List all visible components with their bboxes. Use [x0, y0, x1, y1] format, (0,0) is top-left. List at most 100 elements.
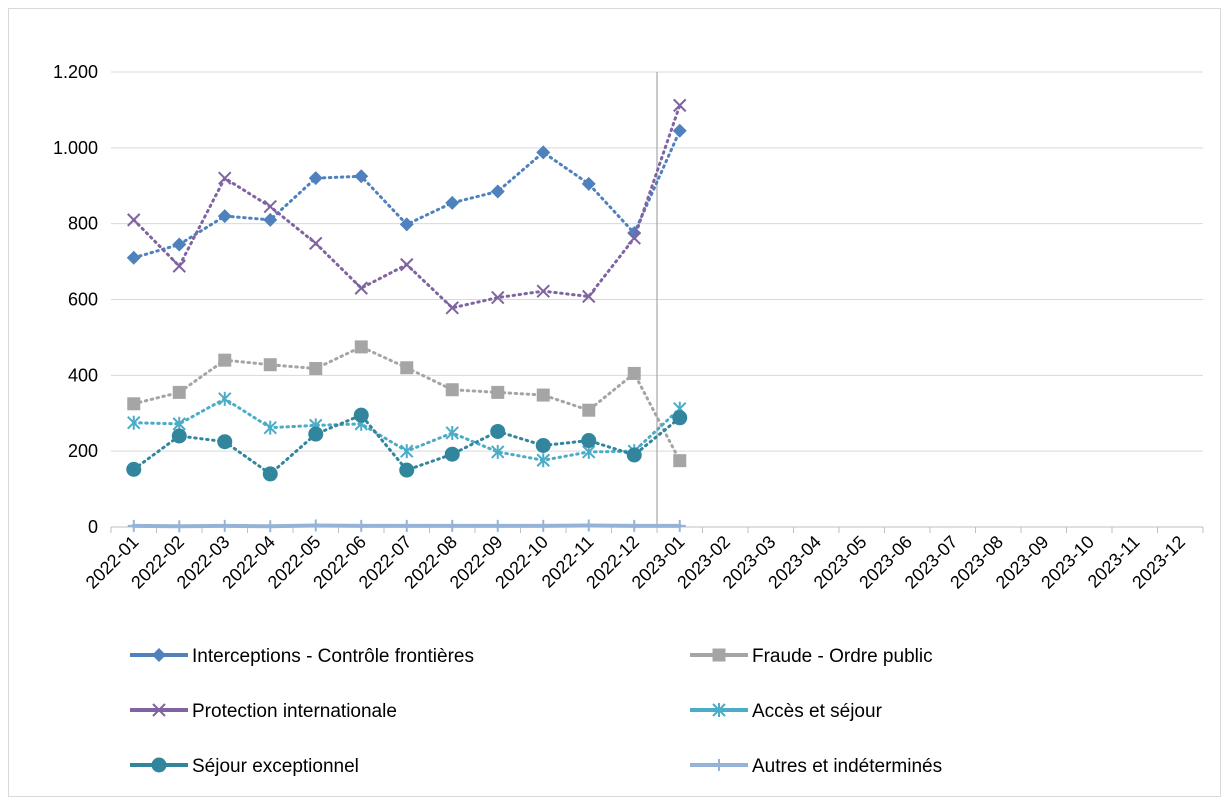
legend-swatch-marker [151, 757, 167, 773]
legend-swatch-marker [152, 703, 166, 717]
data-point [491, 444, 505, 459]
data-point [536, 388, 550, 402]
y-tick-label: 1.200 [53, 62, 98, 82]
data-point [400, 257, 414, 272]
y-tick-label: 600 [68, 290, 98, 310]
data-point [217, 209, 232, 224]
y-tick-label: 800 [68, 214, 98, 234]
legend-item: Fraude - Ordre public [690, 646, 933, 667]
legend-item: Interceptions - Contrôle frontières [130, 646, 474, 667]
legend-label: Protection internationale [192, 701, 397, 722]
data-point [127, 397, 141, 411]
legend-layer: Interceptions - Contrôle frontières Fraud… [130, 646, 942, 777]
data-point [445, 195, 460, 210]
series-5 [126, 407, 688, 482]
legend-label: Séjour exceptionnel [192, 756, 359, 777]
data-point [673, 519, 686, 532]
data-point [400, 361, 414, 375]
data-point [627, 226, 642, 241]
y-tick-label: 0 [88, 517, 98, 537]
data-point [126, 250, 141, 265]
data-point [263, 199, 277, 214]
data-point [218, 171, 232, 185]
data-point [354, 281, 368, 295]
data-point [309, 362, 323, 376]
y-tick-label: 200 [68, 441, 98, 461]
legend-swatch-marker [713, 759, 725, 771]
data-point [536, 145, 551, 160]
data-point [263, 420, 277, 435]
data-point [353, 407, 369, 423]
data-point [263, 358, 277, 372]
data-point [672, 123, 687, 138]
data-point [171, 428, 187, 444]
data-point [445, 301, 459, 315]
data-point [446, 519, 459, 532]
data-point [672, 410, 688, 426]
data-point [445, 425, 459, 440]
legend-label: Accès et séjour [752, 701, 883, 722]
chart-frame [8, 8, 1221, 797]
data-point [400, 444, 414, 459]
legend-item: Autres et indéterminés [690, 756, 942, 777]
series-line [132, 103, 682, 310]
data-point [355, 519, 368, 532]
data-point [444, 446, 460, 462]
data-point [264, 520, 277, 533]
data-point [673, 98, 687, 113]
axis-layer: 02004006008001.0001.2002022-012022-02202… [53, 62, 1204, 593]
data-point [536, 453, 550, 468]
data-point [262, 466, 278, 482]
data-point [628, 519, 641, 532]
legend-item: Protection internationale [130, 701, 397, 722]
legend-swatch-marker [712, 648, 726, 662]
series-4 [127, 391, 687, 468]
data-point [491, 519, 504, 532]
data-point [535, 437, 551, 453]
data-point [445, 383, 459, 397]
data-point [308, 426, 324, 442]
series-6 [127, 519, 686, 533]
data-point [172, 259, 186, 273]
data-point [218, 353, 232, 367]
data-point [127, 415, 141, 430]
data-point [173, 520, 186, 533]
data-point [308, 171, 323, 186]
data-point [581, 433, 597, 449]
data-point [582, 519, 595, 532]
data-point [490, 184, 505, 199]
data-point [491, 290, 505, 305]
data-point [309, 236, 323, 251]
legend-swatch-marker [152, 648, 166, 662]
legend-item: Séjour exceptionnel [130, 756, 359, 777]
data-point [354, 169, 369, 184]
legend-label: Interceptions - Contrôle frontières [192, 646, 474, 667]
data-point [400, 519, 413, 532]
data-point [172, 237, 187, 252]
data-point [127, 519, 140, 532]
data-point [218, 391, 232, 406]
series-layer [126, 98, 688, 533]
data-point [172, 385, 186, 399]
data-point [217, 434, 233, 450]
data-point [627, 231, 641, 245]
data-point [626, 447, 642, 463]
data-point [582, 403, 596, 417]
data-point [309, 519, 322, 532]
legend-label: Autres et indéterminés [752, 756, 942, 777]
data-point [491, 385, 505, 399]
data-point [673, 454, 687, 468]
data-point [536, 284, 550, 298]
data-point [582, 289, 596, 304]
data-point [399, 462, 415, 478]
data-point [399, 217, 414, 232]
data-point [218, 519, 231, 532]
legend-label: Fraude - Ordre public [752, 646, 933, 667]
data-point [127, 213, 141, 227]
data-point [490, 423, 506, 439]
legend-swatch-marker [712, 703, 726, 717]
data-point [126, 461, 142, 477]
y-tick-label: 1.000 [53, 138, 98, 158]
series-1 [126, 123, 687, 265]
